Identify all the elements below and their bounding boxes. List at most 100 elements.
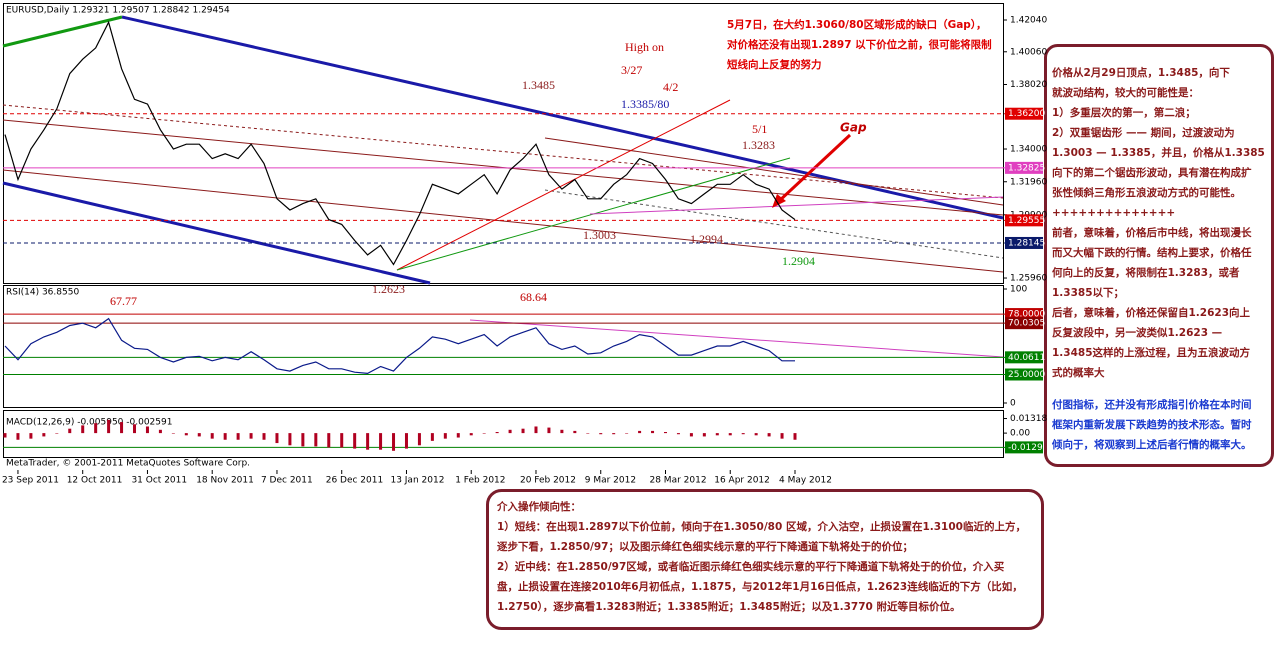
level-label: 1.28145 xyxy=(1008,238,1045,248)
histogram-bar xyxy=(288,433,292,446)
y-tick-label: 0 xyxy=(1010,399,1016,409)
histogram-bar xyxy=(353,433,357,449)
annotation: 1.3385/80 xyxy=(621,97,669,111)
trend-lines xyxy=(2,15,1004,358)
indicator-note-line: 倾向于，将观察到上述后者行情的概率大。 xyxy=(1051,438,1252,451)
histogram-bar xyxy=(301,433,305,447)
x-tick-label: 18 Nov 2011 xyxy=(196,476,254,486)
histogram-bar xyxy=(586,433,590,434)
bottom-note-line: 1）短线：在出现1.2897以下价位前，倾向于在1.3050/80 区域，介入沽… xyxy=(497,520,1026,533)
histogram-bar xyxy=(521,428,525,434)
right-note-line: 价格从2月29日顶点，1.3485，向下 xyxy=(1052,66,1230,79)
histogram-bar xyxy=(715,433,719,436)
annotation: 1.3283 xyxy=(742,138,775,152)
annotation: 67.77 xyxy=(110,294,137,308)
gap-note: 5月7日，在大约1.3060/80区域形成的缺口（Gap）， xyxy=(727,18,987,31)
x-tick-label: 23 Sep 2011 xyxy=(2,476,59,486)
right-note-line: 而又大幅下跌的行情。结构上要求，价格任 xyxy=(1052,246,1252,259)
right-note-line: 1）多重层次的第一，第二浪； xyxy=(1052,106,1196,119)
x-tick-label: 20 Feb 2012 xyxy=(520,476,576,486)
histogram-bar xyxy=(443,433,447,439)
histogram-bar xyxy=(249,433,253,439)
right-note-line: 1.3385以下； xyxy=(1052,287,1124,299)
x-tick-label: 12 Oct 2011 xyxy=(67,476,123,486)
histogram-bar xyxy=(366,433,370,450)
bottom-note-line: 1.2750），逐步高看1.3283附近；1.3385附近；1.3485附近；以… xyxy=(497,600,961,613)
histogram-bar xyxy=(16,433,20,440)
x-tick-label: 1 Feb 2012 xyxy=(455,476,505,486)
annotation: 1.2904 xyxy=(782,254,815,268)
x-tick-label: 4 May 2012 xyxy=(779,476,832,486)
bottom-note-line: 介入操作倾向性： xyxy=(496,500,581,513)
right-note-line: 张性倾斜三角形五浪波动方式的可能性。 xyxy=(1052,186,1241,199)
histogram-bar xyxy=(754,433,758,436)
level-label: 40.0611 xyxy=(1008,353,1045,363)
indicator-note-line: 框架内重新发展下跌趋势的技术形态。暂时 xyxy=(1052,418,1252,431)
level-label-bg xyxy=(1005,441,1043,454)
bottom-note-line: 2）近中线：在1.2850/97区域，或者临近图示绛红色细实线示意的平行下降通道… xyxy=(497,560,1005,573)
right-note-line: ++++++++++++++ xyxy=(1052,207,1175,219)
annotation: 1.3003 xyxy=(583,228,616,242)
y-tick-label: 1.31960 xyxy=(1010,177,1047,187)
price-line xyxy=(4,20,796,266)
histogram-bar xyxy=(430,433,434,441)
footer: MetaTrader, © 2001-2011 MetaQuotes Softw… xyxy=(6,459,250,469)
annotation: 68.64 xyxy=(520,290,547,304)
x-tick-label: 31 Oct 2011 xyxy=(131,476,187,486)
histogram-bar xyxy=(107,419,111,434)
right-note-line: 后者，意味着，价格还保留自1.2623向上 xyxy=(1052,306,1251,319)
histogram-bar xyxy=(3,433,7,438)
histogram-bar xyxy=(469,433,473,436)
histogram-bar xyxy=(612,433,616,435)
histogram-bar xyxy=(314,433,318,447)
histogram-bar xyxy=(392,433,396,451)
y-tick-label: 1.40060 xyxy=(1010,47,1047,57)
macd-title: MACD(12,26,9) -0.005950 -0.002591 xyxy=(6,418,172,428)
price-line xyxy=(4,317,795,375)
histogram-bar xyxy=(145,426,149,434)
histogram-bar xyxy=(197,433,201,437)
right-note-box xyxy=(1044,44,1274,467)
annotation: 1.2994 xyxy=(690,232,723,246)
histogram-bar xyxy=(29,433,33,439)
y-tick-label: 100 xyxy=(1010,284,1027,294)
level-label: 70.0305 xyxy=(1008,319,1045,329)
histogram-bar xyxy=(184,433,188,436)
bottom-note-line: 逐步下看，1.2850/97；以及图示绛红色细实线示意的平行下降通道下轨将处于的… xyxy=(497,540,913,553)
level-label: -0.0129 xyxy=(1008,443,1043,453)
histogram-bar xyxy=(534,426,538,434)
x-tick-label: 13 Jan 2012 xyxy=(390,476,444,486)
histogram-bar xyxy=(767,433,771,437)
histogram-bar xyxy=(171,433,175,434)
level-label-bg xyxy=(1005,368,1043,381)
histogram-bar xyxy=(728,433,732,436)
histogram-bar xyxy=(482,433,486,434)
gap-note: 对价格还没有出现1.2897 以下价位之前，很可能将限制 xyxy=(727,38,992,51)
right-note-line: 反复波段中，另一波类似1.2623 — xyxy=(1052,326,1222,339)
y-tick-label: 1.38020 xyxy=(1010,80,1047,90)
y-tick-label: 1.25960 xyxy=(1010,274,1047,284)
y-tick-label: 1.42040 xyxy=(1010,16,1047,26)
right-note-line: 就波动结构，较大的可能性是： xyxy=(1052,86,1199,99)
histogram-bar xyxy=(599,433,603,435)
level-label-bg xyxy=(1005,317,1043,330)
histogram-bar xyxy=(651,430,655,434)
histogram-bar xyxy=(404,433,408,449)
annotation: 4/2 xyxy=(663,80,678,94)
histogram-bar xyxy=(573,430,577,434)
annotation: High on xyxy=(625,40,664,54)
level-label: 25.0000 xyxy=(1008,370,1045,380)
level-label-bg xyxy=(1005,161,1043,174)
histogram-bar xyxy=(55,433,59,434)
histogram-bar xyxy=(42,433,46,437)
right-note-line: 2）双重锯齿形 —— 期间，过渡波动为 xyxy=(1052,126,1235,139)
y-tick-label: 1.34000 xyxy=(1010,145,1047,155)
histogram-bar xyxy=(262,433,266,440)
histogram-bar xyxy=(638,430,642,434)
histogram-bar xyxy=(340,433,344,448)
histogram-bar xyxy=(68,428,72,434)
histogram-bar xyxy=(625,433,629,434)
x-tick-label: 26 Dec 2011 xyxy=(326,476,384,486)
histogram-bar xyxy=(275,433,279,444)
histogram-bar xyxy=(417,433,421,446)
